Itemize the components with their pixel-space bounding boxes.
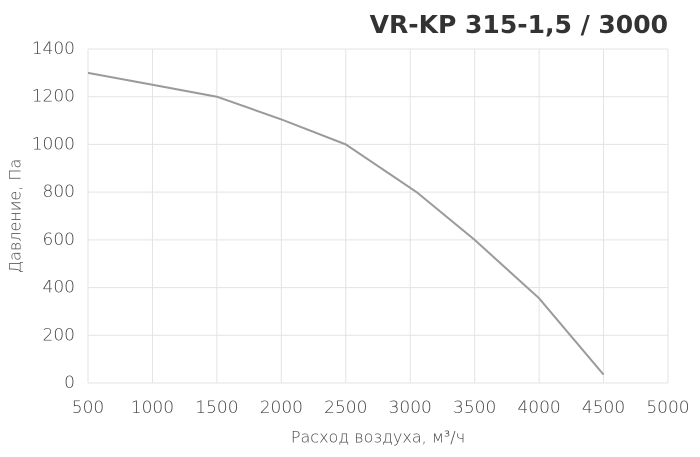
line-series (87, 71, 605, 376)
y-tick-label: 1400 (32, 39, 75, 59)
x-tick-label: 3000 (389, 398, 432, 418)
y-tick-label: 0 (64, 373, 75, 393)
x-tick-label: 1500 (195, 398, 238, 418)
y-tick-label: 800 (43, 182, 75, 202)
y-tick-label: 1200 (32, 87, 75, 107)
y-tick-label: 1000 (32, 134, 75, 154)
x-axis-label: Расход воздуха, м³/ч (291, 428, 465, 447)
x-tick-label: 4000 (517, 398, 560, 418)
chart-title: VR-KP 315-1,5 / 3000 (370, 10, 668, 39)
y-tick-label: 200 (43, 325, 75, 345)
x-tick-label: 2500 (324, 398, 367, 418)
x-tick-label: 2000 (260, 398, 303, 418)
x-tick-label: 500 (72, 398, 104, 418)
x-tick-label: 5000 (646, 398, 689, 418)
x-tick-label: 4500 (582, 398, 625, 418)
y-axis-label: Давление, Па (6, 159, 25, 274)
x-tick-label: 3500 (453, 398, 496, 418)
y-tick-label: 600 (43, 230, 75, 250)
x-tick-label: 1000 (131, 398, 174, 418)
y-tick-label: 400 (43, 278, 75, 298)
